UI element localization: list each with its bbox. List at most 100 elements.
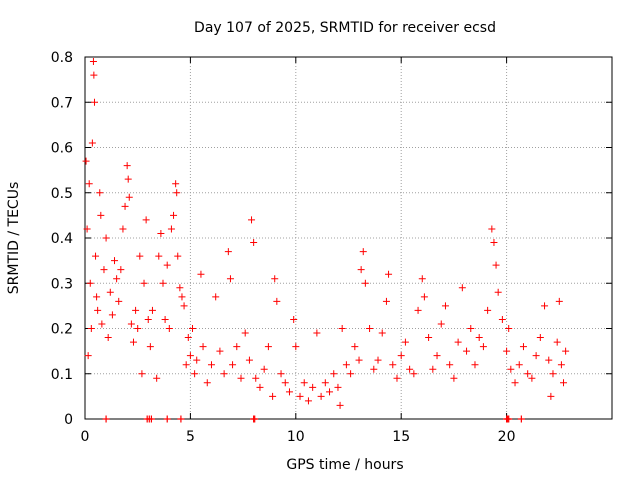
data-point	[82, 157, 90, 165]
data-point	[309, 383, 317, 391]
data-point	[458, 284, 466, 292]
ticks: 0 0.1 0.2 0.3 0.4 0.5 0.6 0.7 0.8 0 5 10 15 20	[51, 50, 612, 445]
data-point	[277, 370, 285, 378]
data-point	[342, 361, 350, 369]
data-point	[199, 343, 207, 351]
data-point	[503, 347, 511, 355]
data-point	[300, 379, 308, 387]
data-point	[393, 374, 401, 382]
data-point	[89, 58, 97, 66]
data-point	[191, 370, 199, 378]
data-point	[165, 325, 173, 332]
data-point	[144, 315, 152, 323]
data-point	[84, 352, 92, 360]
data-point	[511, 379, 519, 387]
data-point	[359, 248, 367, 256]
data-point	[163, 415, 171, 423]
data-point	[488, 225, 496, 233]
data-point	[336, 401, 344, 409]
data-point	[161, 315, 169, 323]
data-point	[281, 379, 289, 387]
data-point	[256, 383, 264, 391]
data-point	[463, 347, 471, 355]
data-point	[129, 338, 137, 346]
data-point	[410, 370, 418, 378]
data-point	[471, 361, 479, 369]
data-point	[108, 311, 116, 319]
data-point	[517, 415, 525, 423]
data-point	[125, 193, 133, 201]
data-point	[104, 334, 112, 342]
data-point	[127, 320, 135, 328]
data-point	[186, 352, 194, 360]
data-point	[446, 361, 454, 369]
zero-marks	[102, 415, 525, 423]
data-point	[115, 297, 123, 305]
data-point	[484, 306, 492, 314]
data-point	[121, 202, 129, 210]
data-point	[157, 229, 165, 237]
data-point	[389, 361, 397, 369]
x-tick-label: 5	[186, 429, 195, 445]
data-point	[90, 98, 98, 106]
data-point	[163, 261, 171, 269]
data-point	[248, 216, 256, 224]
data-point	[490, 239, 498, 247]
data-point	[119, 225, 127, 233]
y-axis-title: SRMTID / TECUs	[6, 182, 22, 295]
data-point	[406, 365, 414, 373]
data-point	[92, 252, 100, 260]
data-point	[292, 343, 300, 351]
data-point	[454, 338, 462, 346]
data-point	[88, 139, 96, 147]
data-point	[132, 306, 140, 314]
data-point	[241, 329, 249, 337]
data-point	[138, 370, 146, 378]
y-tick-label: 0.6	[51, 141, 73, 157]
data-point	[136, 252, 144, 260]
data-point	[167, 225, 175, 233]
data-point	[189, 325, 197, 332]
x-tick-label: 0	[81, 429, 90, 445]
data-point	[229, 361, 237, 369]
data-point	[334, 383, 342, 391]
data-point	[562, 347, 570, 355]
data-point	[269, 392, 277, 400]
data-point	[124, 175, 132, 183]
data-point	[498, 315, 506, 323]
data-point	[86, 279, 94, 287]
data-point	[237, 374, 245, 382]
data-point	[505, 325, 513, 332]
y-tick-label: 0.2	[51, 322, 73, 338]
data-point	[147, 415, 155, 423]
data-point	[96, 189, 104, 197]
data-point	[233, 343, 241, 351]
data-point	[226, 275, 234, 283]
data-point	[515, 361, 523, 369]
data-point	[140, 279, 148, 287]
data-point	[397, 352, 405, 360]
data-point	[102, 415, 110, 423]
data-point	[420, 293, 428, 301]
data-point	[100, 266, 108, 274]
data-point	[370, 365, 378, 373]
data-point	[425, 334, 433, 342]
data-point	[467, 325, 475, 332]
data-point	[264, 343, 272, 351]
data-point	[260, 365, 268, 373]
data-point	[94, 306, 102, 314]
data-point	[252, 374, 260, 382]
data-point	[321, 379, 329, 387]
data-point	[330, 370, 338, 378]
data-point	[555, 297, 563, 305]
data-point	[374, 356, 382, 364]
data-point	[418, 275, 426, 283]
data-point	[177, 415, 185, 423]
data-point	[505, 415, 513, 423]
x-tick-label: 20	[498, 429, 516, 445]
data-point	[524, 370, 532, 378]
data-point	[172, 180, 180, 188]
y-tick-label: 0.7	[51, 95, 73, 111]
data-point	[90, 71, 98, 79]
